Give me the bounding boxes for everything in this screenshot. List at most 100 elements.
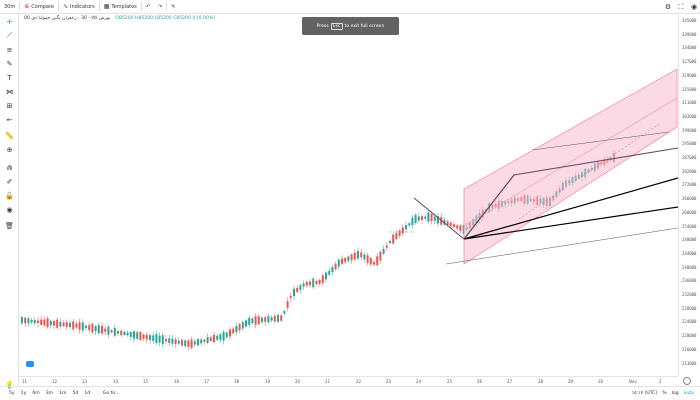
candle-body [267, 316, 270, 323]
symbol-title[interactable]: بورس کالا · 30 · زعفران نگین خمولیا دی 0… [24, 16, 111, 21]
candle-body [241, 322, 244, 329]
price-tick: 303000 [682, 113, 697, 119]
clock-label[interactable]: ١٥:١٧ (UTC) [631, 391, 658, 396]
log-toggle[interactable]: log [671, 391, 679, 396]
separator [19, 2, 21, 11]
time-tick: 11 [22, 379, 28, 384]
price-tick: 216000 [682, 346, 697, 352]
auto-toggle[interactable]: auto [683, 391, 694, 396]
candle-body [328, 270, 331, 275]
indicators-button[interactable]: ∿ Indicators [59, 0, 99, 14]
percent-toggle[interactable]: % [662, 391, 667, 396]
hints-button[interactable]: 💡 [4, 379, 15, 390]
goto-button[interactable]: Go to... [102, 391, 120, 396]
settings-button[interactable]: ⚙ [664, 3, 672, 11]
camera-button[interactable]: ◉ [690, 3, 698, 11]
candle-body [433, 216, 436, 221]
undo-button[interactable]: ↶ [142, 0, 154, 14]
range-button[interactable]: 1d [84, 391, 91, 396]
range-button[interactable]: 3m [45, 391, 54, 396]
zoom-tool[interactable]: ⊕ [4, 144, 15, 155]
candle-body [395, 233, 398, 240]
time-tick: 15 [143, 379, 149, 384]
fib-tool[interactable]: ≡ [4, 44, 15, 55]
candle-body [24, 317, 27, 324]
watermark-logo [26, 361, 34, 367]
hide-tool[interactable]: ◉ [4, 204, 15, 215]
separator [166, 2, 168, 11]
time-tick: 16 [174, 379, 180, 384]
range-button[interactable]: 6m [32, 391, 40, 396]
candle-body [165, 338, 167, 342]
candle-body [376, 256, 379, 266]
candle-body [65, 322, 68, 328]
arrow-tool[interactable]: ← [4, 114, 15, 125]
range-button[interactable]: 1m [59, 391, 67, 396]
candle-body [200, 339, 203, 344]
time-tick: 30 [598, 379, 604, 384]
separator: | [97, 391, 99, 396]
candle-body [456, 225, 459, 229]
measure-tool[interactable]: ⊞ [4, 100, 15, 111]
range-button[interactable]: 1y [20, 391, 27, 396]
price-axis[interactable]: 345000 339000 334000 327000 319000 315000 3110… [678, 14, 700, 376]
compare-button[interactable]: ⊕ Compare [20, 0, 58, 14]
delete-tool[interactable]: 🗑 [4, 220, 15, 231]
candle-body [177, 340, 180, 344]
snapshot-button[interactable]: ✎ [167, 0, 179, 14]
interval-label: 30m [4, 3, 16, 10]
candle-body [312, 278, 315, 288]
price-tick: 282000 [682, 168, 697, 174]
interval-button[interactable]: 30m [0, 0, 19, 14]
time-tick: 21 [325, 379, 331, 384]
time-axis[interactable]: 11 12 13 14 15 16 17 18 19 20 21 22 23 24 25 26 27 28 29 30… [19, 376, 678, 385]
redo-button[interactable]: ↷ [154, 0, 166, 14]
magnet-tool[interactable]: ⋒ [4, 162, 15, 173]
price-tick: 272000 [682, 182, 697, 188]
candle-body [69, 322, 71, 328]
time-tick: 23 [386, 379, 392, 384]
candle-body [392, 234, 395, 244]
text-tool[interactable]: T [4, 72, 15, 83]
lock-tool[interactable]: 🔓 [4, 190, 15, 201]
price-tick: 232000 [682, 292, 697, 297]
candle-body [408, 223, 411, 226]
fullscreen-notice: Press Esc to exit full screen [302, 17, 399, 35]
candle-body [318, 279, 321, 285]
text-icon: T [7, 73, 12, 82]
price-chart[interactable] [19, 14, 678, 376]
price-tick: 319000 [682, 72, 697, 78]
candle-body [133, 331, 135, 339]
candle-body [334, 263, 337, 270]
top-toolbar: 30m ⊕ Compare ∿ Indicators ▦ Templates ↶… [0, 0, 700, 14]
fullscreen-button[interactable]: ⛶ [677, 3, 685, 11]
candle-body [411, 217, 414, 226]
crosshair-tool[interactable]: + [4, 16, 15, 27]
stay-drawing-tool[interactable]: ✐ [4, 176, 15, 187]
trendline-tool[interactable]: ⟋ [4, 30, 15, 41]
camera-icon: ◉ [690, 3, 698, 11]
templates-button[interactable]: ▦ Templates [100, 0, 141, 14]
candle-body [222, 332, 225, 341]
candle-body [293, 288, 295, 297]
range-button[interactable]: 5d [72, 391, 79, 396]
candle-body [430, 214, 433, 222]
pattern-tool[interactable]: ⋈ [4, 86, 15, 97]
axis-settings-button[interactable] [683, 377, 691, 385]
ruler-tool[interactable]: 📏 [4, 130, 15, 141]
candle-body [446, 221, 449, 226]
candles-group [21, 150, 615, 351]
time-tick: 28 [538, 379, 544, 384]
candle-body [203, 339, 206, 342]
top-right-controls: ⚙ ⛶ ◉ [664, 0, 698, 14]
candle-body [40, 319, 43, 325]
candle-body [158, 335, 161, 343]
candle-body [369, 257, 372, 265]
measure-icon: ⊞ [6, 101, 13, 110]
brush-tool[interactable]: ✎ [4, 58, 15, 69]
time-tick: 20 [295, 379, 301, 384]
time-tick: 29 [568, 379, 574, 384]
range-button[interactable]: 5y [9, 391, 15, 396]
candle-body [110, 330, 113, 333]
